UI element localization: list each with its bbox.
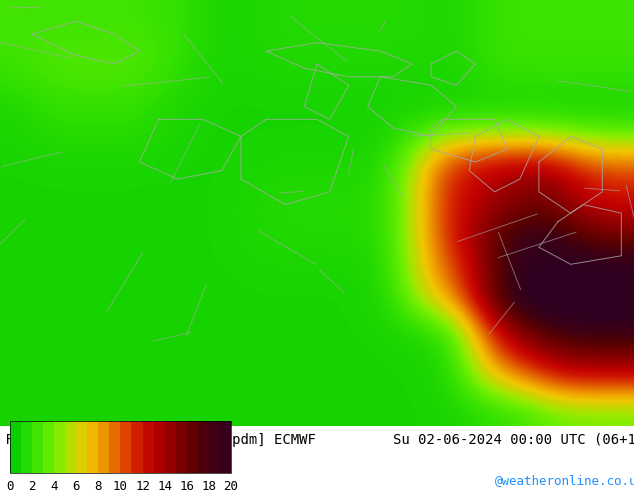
Text: 10: 10 <box>113 480 128 490</box>
FancyBboxPatch shape <box>110 421 120 473</box>
FancyBboxPatch shape <box>65 421 76 473</box>
Text: 6: 6 <box>72 480 80 490</box>
FancyBboxPatch shape <box>153 421 165 473</box>
Text: @weatheronline.co.uk: @weatheronline.co.uk <box>495 474 634 487</box>
FancyBboxPatch shape <box>131 421 143 473</box>
Text: 0: 0 <box>6 480 14 490</box>
FancyBboxPatch shape <box>10 421 21 473</box>
FancyBboxPatch shape <box>21 421 32 473</box>
Text: 12: 12 <box>135 480 150 490</box>
Text: 20: 20 <box>223 480 238 490</box>
Text: RH 700 hPa Spread mean+σ [gpdm] ECMWF: RH 700 hPa Spread mean+σ [gpdm] ECMWF <box>6 433 316 447</box>
Text: 14: 14 <box>157 480 172 490</box>
FancyBboxPatch shape <box>32 421 43 473</box>
FancyBboxPatch shape <box>143 421 153 473</box>
Text: 2: 2 <box>29 480 36 490</box>
Text: Su 02-06-2024 00:00 UTC (06+114): Su 02-06-2024 00:00 UTC (06+114) <box>393 433 634 447</box>
FancyBboxPatch shape <box>87 421 98 473</box>
FancyBboxPatch shape <box>120 421 131 473</box>
Text: 8: 8 <box>94 480 102 490</box>
FancyBboxPatch shape <box>165 421 176 473</box>
FancyBboxPatch shape <box>209 421 220 473</box>
Text: 4: 4 <box>51 480 58 490</box>
FancyBboxPatch shape <box>76 421 87 473</box>
FancyBboxPatch shape <box>186 421 198 473</box>
Text: 16: 16 <box>179 480 194 490</box>
FancyBboxPatch shape <box>98 421 110 473</box>
FancyBboxPatch shape <box>198 421 209 473</box>
Text: 18: 18 <box>201 480 216 490</box>
FancyBboxPatch shape <box>220 421 231 473</box>
FancyBboxPatch shape <box>43 421 55 473</box>
FancyBboxPatch shape <box>176 421 186 473</box>
FancyBboxPatch shape <box>55 421 65 473</box>
